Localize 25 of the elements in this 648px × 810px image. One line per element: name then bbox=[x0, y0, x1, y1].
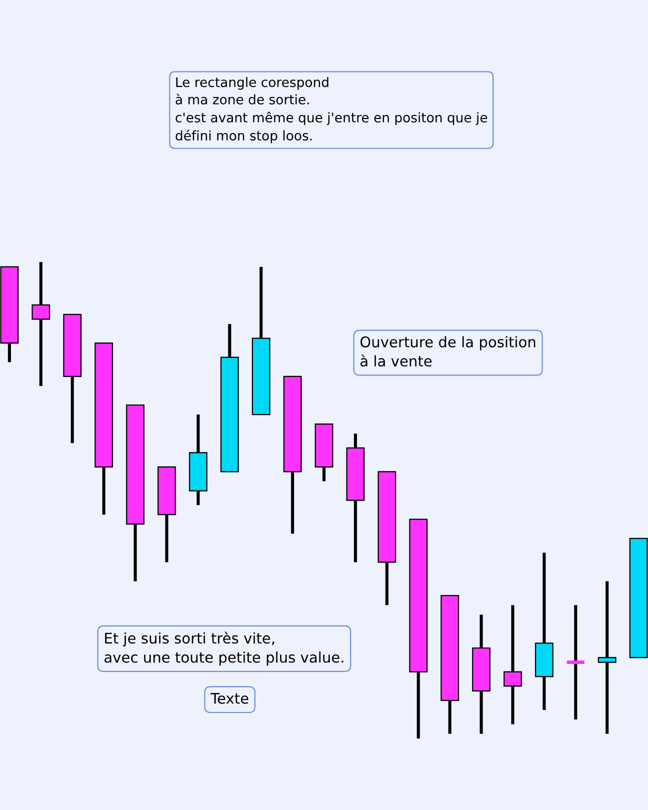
candlestick bbox=[346, 434, 365, 562]
candlestick bbox=[0, 266, 19, 362]
candlestick bbox=[629, 538, 648, 658]
candlestick bbox=[566, 605, 584, 720]
candlestick bbox=[504, 605, 522, 724]
candlestick bbox=[252, 266, 270, 416]
candlestick bbox=[409, 518, 428, 739]
candlestick bbox=[378, 471, 396, 606]
candlestick bbox=[63, 314, 82, 444]
annotation: Texte bbox=[210, 693, 248, 704]
candlestick bbox=[188, 414, 208, 506]
candlestick bbox=[32, 262, 50, 386]
candlestick bbox=[126, 404, 144, 582]
candlestick bbox=[472, 614, 490, 734]
candlestick bbox=[158, 466, 176, 562]
candlestick bbox=[440, 595, 460, 734]
candlestick bbox=[283, 376, 302, 534]
candlestick bbox=[314, 424, 334, 482]
candlestick bbox=[598, 581, 616, 734]
candlestick bbox=[534, 552, 554, 710]
candlestick bbox=[94, 342, 114, 515]
text: Le rectangle corespond à ma zone de sortie. c'est avant même que j'entre en positon que je défini mon stop loos. bbox=[176, 76, 488, 144]
annotation: Ouverture de la position à la vente bbox=[360, 336, 536, 367]
annotation: Et je suis sorti très vite, avec une toute petite plus value. bbox=[104, 632, 344, 666]
candlestick bbox=[220, 324, 239, 472]
